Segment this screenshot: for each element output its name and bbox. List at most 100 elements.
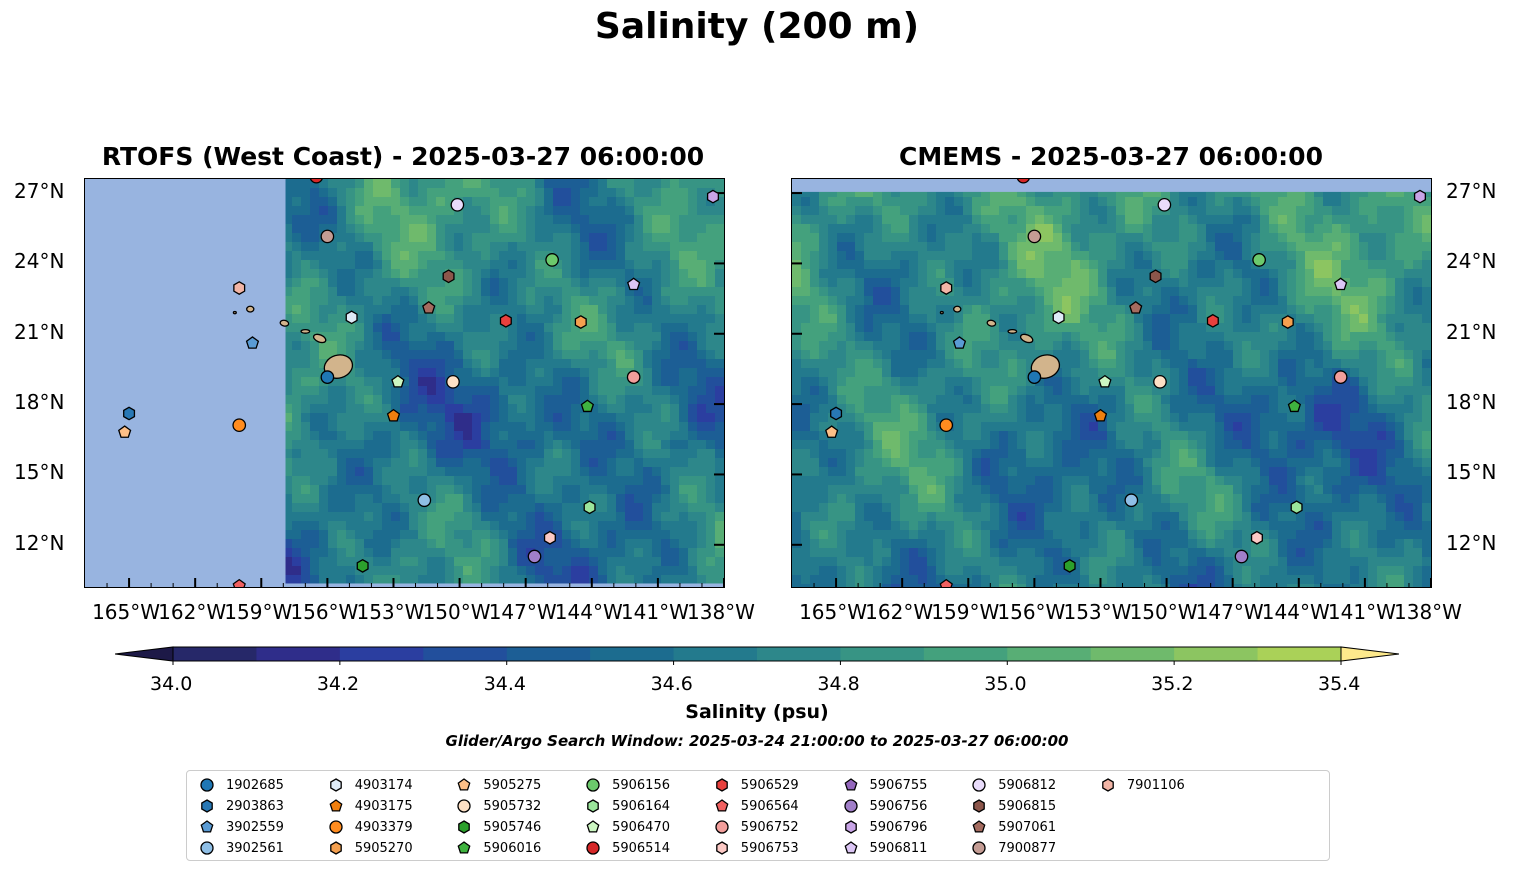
float-marker-5906529[interactable] bbox=[1206, 313, 1219, 328]
float-marker-5906470[interactable] bbox=[391, 374, 405, 388]
float-marker-5906156[interactable] bbox=[545, 253, 559, 267]
legend-label: 5907061 bbox=[998, 819, 1057, 835]
float-marker-5905275[interactable] bbox=[825, 425, 839, 438]
float-marker-7901106[interactable] bbox=[233, 281, 246, 295]
float-marker-5906164[interactable] bbox=[1290, 500, 1303, 515]
float-marker-5906811[interactable] bbox=[626, 277, 641, 291]
float-marker-7900877[interactable] bbox=[320, 229, 335, 244]
legend-marker-icon bbox=[972, 820, 986, 833]
legend-item: 5907061 bbox=[971, 817, 1056, 837]
float-marker-4903175[interactable] bbox=[386, 408, 401, 422]
lat-tick-label: 18°N bbox=[14, 390, 65, 415]
float-marker-5906564[interactable] bbox=[232, 578, 246, 587]
float-marker-5907061[interactable] bbox=[1129, 300, 1143, 314]
float-marker-4903379[interactable] bbox=[939, 418, 954, 433]
figure-title: Salinity (200 m) bbox=[594, 6, 920, 47]
legend-item: 5906156 bbox=[585, 775, 670, 795]
float-marker-4903174[interactable] bbox=[345, 310, 358, 325]
colorbar-segment bbox=[1090, 647, 1175, 661]
float-marker-5906796[interactable] bbox=[1413, 189, 1426, 204]
float-marker-5905732[interactable] bbox=[1153, 374, 1167, 389]
float-marker-5906752[interactable] bbox=[626, 370, 641, 384]
float-marker-5906753[interactable] bbox=[543, 530, 556, 545]
map-panel-cmems[interactable] bbox=[791, 178, 1432, 588]
legend-marker-icon bbox=[457, 778, 471, 791]
legend-marker-icon bbox=[200, 820, 214, 833]
legend-item: 4903174 bbox=[328, 775, 413, 795]
colorbar-tick-label: 35.0 bbox=[984, 673, 1027, 695]
float-marker-5906815[interactable] bbox=[442, 269, 455, 284]
float-marker-4903174[interactable] bbox=[1052, 310, 1065, 325]
float-marker-5905275[interactable] bbox=[118, 425, 132, 438]
float-marker-5905746[interactable] bbox=[356, 558, 369, 573]
legend-label: 5906752 bbox=[740, 819, 799, 835]
float-marker-5905270[interactable] bbox=[1281, 315, 1294, 329]
float-marker-5906564[interactable] bbox=[939, 578, 953, 587]
float-marker-5906164[interactable] bbox=[583, 500, 596, 515]
map-panel-rtofs[interactable] bbox=[84, 178, 725, 588]
float-marker-5906016[interactable] bbox=[1287, 399, 1302, 413]
lon-tick-label: 150°W bbox=[422, 600, 491, 624]
no-data-region-bottom bbox=[85, 583, 724, 587]
float-marker-5906514[interactable] bbox=[309, 179, 323, 184]
float-marker-5905746[interactable] bbox=[1063, 558, 1076, 573]
float-marker-5906812[interactable] bbox=[1157, 197, 1172, 212]
legend-item: 5906753 bbox=[714, 838, 799, 858]
float-marker-5906815[interactable] bbox=[1149, 269, 1162, 284]
legend-marker-icon bbox=[715, 841, 728, 855]
legend-item: 4903175 bbox=[328, 796, 413, 816]
lat-tick-label: 21°N bbox=[14, 319, 65, 344]
float-marker-2903863[interactable] bbox=[123, 406, 136, 421]
legend-marker-icon bbox=[200, 841, 214, 855]
legend-item: 7900877 bbox=[971, 838, 1056, 858]
float-marker-5906811[interactable] bbox=[1333, 277, 1348, 291]
lat-tick-label: 12°N bbox=[1446, 530, 1497, 555]
float-marker-3902561[interactable] bbox=[417, 493, 432, 508]
legend-marker-icon bbox=[972, 778, 986, 792]
float-marker-1902685[interactable] bbox=[1027, 370, 1042, 384]
lon-tick-label: 162°W bbox=[158, 600, 227, 624]
legend-marker-icon bbox=[586, 820, 600, 833]
float-marker-5906514[interactable] bbox=[1016, 179, 1030, 184]
colorbar-tick-label: 34.8 bbox=[817, 673, 860, 695]
float-marker-7900877[interactable] bbox=[1027, 229, 1042, 244]
float-marker-3902559[interactable] bbox=[245, 336, 260, 349]
colorbar-tick-label: 34.4 bbox=[483, 673, 527, 695]
float-marker-5906156[interactable] bbox=[1252, 253, 1266, 267]
float-marker-1902685[interactable] bbox=[320, 370, 335, 384]
float-marker-5906752[interactable] bbox=[1333, 370, 1348, 384]
float-marker-5905732[interactable] bbox=[446, 374, 460, 389]
legend-label: 5906753 bbox=[740, 840, 799, 856]
legend-marker-icon bbox=[973, 799, 986, 813]
lon-tick-label: 153°W bbox=[1063, 600, 1132, 624]
legend-marker-icon bbox=[458, 820, 471, 834]
float-marker-5907061[interactable] bbox=[422, 300, 436, 314]
float-marker-5906470[interactable] bbox=[1098, 374, 1112, 388]
float-marker-5906529[interactable] bbox=[499, 313, 512, 328]
axis-ticks bbox=[106, 192, 724, 587]
legend-label: 4903379 bbox=[354, 819, 413, 835]
legend-item: 5906755 bbox=[843, 775, 927, 795]
float-marker-3902561[interactable] bbox=[1124, 493, 1139, 508]
float-marker-5906016[interactable] bbox=[580, 399, 595, 413]
float-marker-5906756[interactable] bbox=[527, 549, 542, 564]
colorbar bbox=[114, 645, 1400, 669]
float-marker-5906812[interactable] bbox=[450, 197, 465, 212]
float-marker-4903175[interactable] bbox=[1093, 408, 1108, 422]
float-marker-5906753[interactable] bbox=[1250, 530, 1263, 545]
lat-tick-label: 27°N bbox=[14, 179, 65, 204]
float-marker-3902559[interactable] bbox=[952, 336, 967, 349]
float-marker-2903863[interactable] bbox=[830, 406, 843, 421]
colorbar-segment bbox=[1007, 647, 1092, 661]
float-marker-4903379[interactable] bbox=[232, 418, 247, 433]
float-marker-5905270[interactable] bbox=[574, 315, 587, 329]
legend-item: 5905270 bbox=[328, 838, 413, 858]
float-marker-5906756[interactable] bbox=[1234, 549, 1249, 564]
legend-item: 5906756 bbox=[843, 796, 927, 816]
salinity-field bbox=[792, 179, 1431, 587]
colorbar-segment bbox=[1257, 647, 1342, 661]
lon-tick-label: 141°W bbox=[620, 600, 689, 624]
panel-title-rtofs: RTOFS (West Coast) - 2025-03-27 06:00:00 bbox=[101, 142, 705, 171]
float-marker-5906796[interactable] bbox=[706, 189, 719, 204]
float-marker-7901106[interactable] bbox=[940, 281, 953, 295]
